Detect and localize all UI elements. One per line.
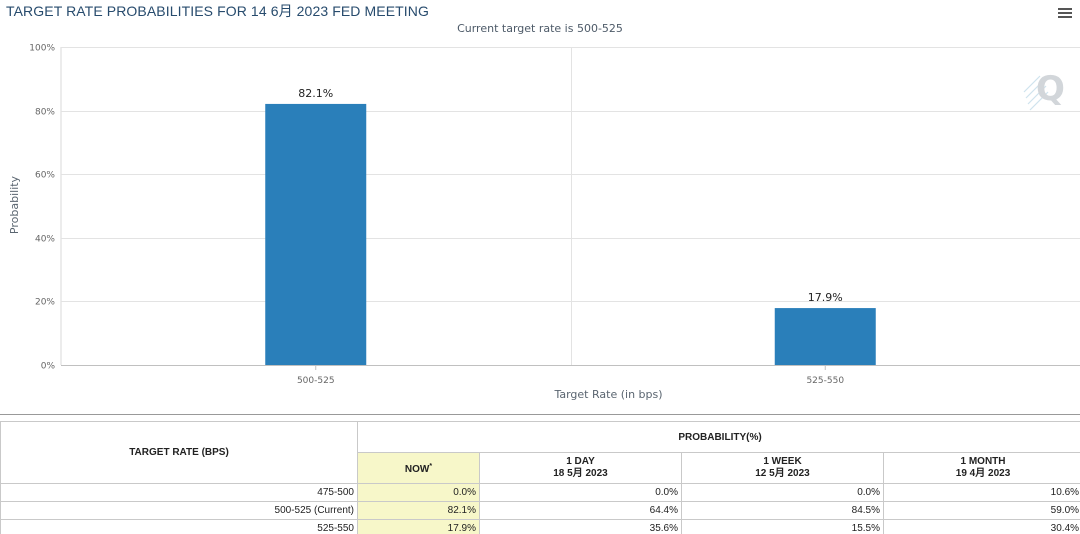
probability-cell: 30.4% [882,519,1080,534]
probability-cell: 15.5% [681,519,884,534]
y-tick-label: 100% [29,44,55,54]
probability-cell: 0.0% [681,483,884,502]
probability-cell: 64.4% [479,501,682,520]
bar-chart: 0% 20% 40% 60% 80% 100% 82.1% 500-525 17.9% 525-5… [8,44,1080,401]
table-row: 500-525 (Current) 82.1% 64.4% 84.5% 59.0% [0,501,1080,520]
probability-cell: 82.1% [357,501,480,520]
section-divider [0,414,1080,415]
q-logo-letter: Q [1036,69,1065,109]
menu-hamburger-icon[interactable] [1058,8,1072,22]
column-header-1[interactable]: NOW* [357,452,480,484]
column-header-date: 19 4月 2023 [955,468,1011,479]
column-header-label: 1 DAY [566,456,595,467]
y-tick-label: 20% [35,298,55,308]
target-rate-header: TARGET RATE (BPS) [0,421,358,484]
data-label: 82.1% [298,87,333,100]
probability-cell: 0.0% [357,483,480,502]
rate-cell: 500-525 (Current) [0,501,358,520]
probability-table: TARGET RATE (BPS) PROBABILITY(%) NOW* 1 D… [0,421,1080,534]
column-header-date: 18 5月 2023 [553,468,608,479]
x-tick-label: 525-550 [806,376,844,386]
bar-500-525[interactable] [265,103,367,365]
probability-cell: 59.0% [882,501,1080,520]
y-tick-label: 60% [35,171,55,181]
column-header-label: 1 WEEK [763,456,802,467]
bar-525-550[interactable] [774,308,876,365]
probability-cell: 17.9% [357,519,480,534]
probability-cell: 84.5% [681,501,884,520]
column-header-label: NOW [404,463,430,475]
probability-header: PROBABILITY(%) [356,421,1080,453]
table-row: 475-500 0.0% 0.0% 0.0% 10.6% [0,483,1080,502]
y-tick-label: 0% [41,362,56,372]
q-logo-icon: Q [1023,69,1065,111]
y-tick-label: 40% [35,235,55,245]
y-axis-title: Probability [8,175,21,234]
asterisk-marker: * [429,462,433,470]
data-label: 17.9% [808,291,843,304]
column-header-2[interactable]: 1 DAY 18 5月 2023 [479,452,682,484]
column-header-3[interactable]: 1 WEEK 12 5月 2023 [681,452,884,484]
probability-cell: 35.6% [479,519,682,534]
rate-cell: 475-500 [0,483,358,502]
y-tick-label: 80% [35,108,55,118]
probability-cell: 10.6% [882,483,1080,502]
column-header-date: 12 5月 2023 [755,468,810,479]
table-row: 525-550 17.9% 35.6% 15.5% 30.4% [0,519,1080,534]
chart-subtitle: Current target rate is 500-525 [457,22,623,35]
x-axis-title: Target Rate (in bps) [553,388,662,401]
rate-cell: 525-550 [0,519,358,534]
column-header-label: 1 MONTH [960,456,1006,467]
column-header-4[interactable]: 1 MONTH 19 4月 2023 [882,452,1080,484]
chart-title: TARGET RATE PROBABILITIES FOR 14 6月 2023… [6,3,429,19]
x-tick-label: 500-525 [297,376,335,386]
probability-cell: 0.0% [479,483,682,502]
